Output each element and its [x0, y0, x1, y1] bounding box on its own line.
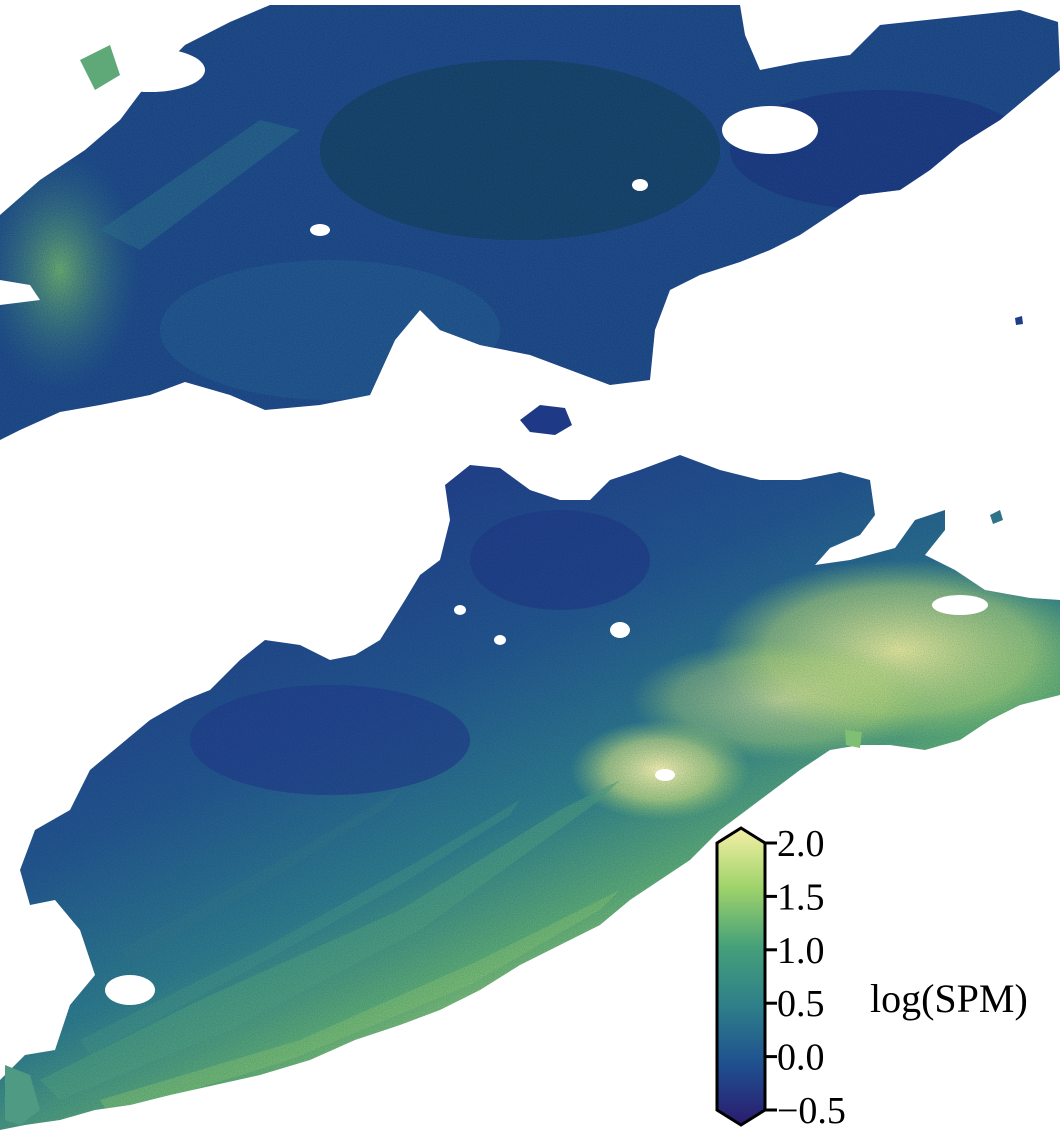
northern-island-gaps	[0, 48, 818, 305]
colorbar-tick-label: 0.5	[777, 983, 825, 1025]
colorbar-tick-label: 0.0	[777, 1037, 825, 1079]
colorbar-tick-label: −0.5	[777, 1090, 846, 1132]
colorbar-tick-label: 1.0	[777, 930, 825, 972]
colorbar-ticks: 2.0 1.5 1.0 0.5 0.0 −0.5	[765, 823, 846, 1132]
isolated-water-patches	[5, 45, 1023, 1125]
colorbar: 2.0 1.5 1.0 0.5 0.0 −0.5 log(SPM)	[715, 823, 1028, 1132]
southern-basin	[0, 455, 1060, 1130]
colorbar-body	[715, 826, 767, 1127]
colorbar-tick-label: 2.0	[777, 823, 825, 865]
colorbar-tick-label: 1.5	[777, 876, 825, 918]
southern-island-gaps	[40, 595, 988, 1005]
colorbar-label: log(SPM)	[870, 976, 1028, 1021]
